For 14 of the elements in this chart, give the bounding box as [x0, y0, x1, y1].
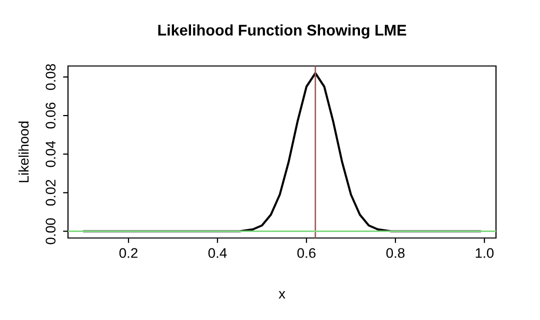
y-tick-label: 0.04: [46, 141, 56, 168]
x-axis-title: x: [278, 291, 286, 299]
y-tick-label: 0.02: [46, 180, 56, 206]
x-tick-label: 0.8: [386, 248, 404, 258]
y-axis-title: Likelihood: [18, 122, 29, 182]
x-tick-label: 0.6: [297, 248, 316, 258]
y-tick-label: 0.00: [46, 218, 56, 244]
x-tick-label: 1.0: [476, 248, 494, 258]
x-tick-label: 0.2: [119, 248, 138, 258]
y-tick-label: 0.08: [46, 64, 56, 90]
x-tick-label: 0.4: [208, 248, 227, 258]
y-tick-label: 0.06: [46, 102, 56, 129]
line-series: [82, 72, 482, 232]
chart-title: Likelihood Function Showing LME: [158, 24, 406, 39]
